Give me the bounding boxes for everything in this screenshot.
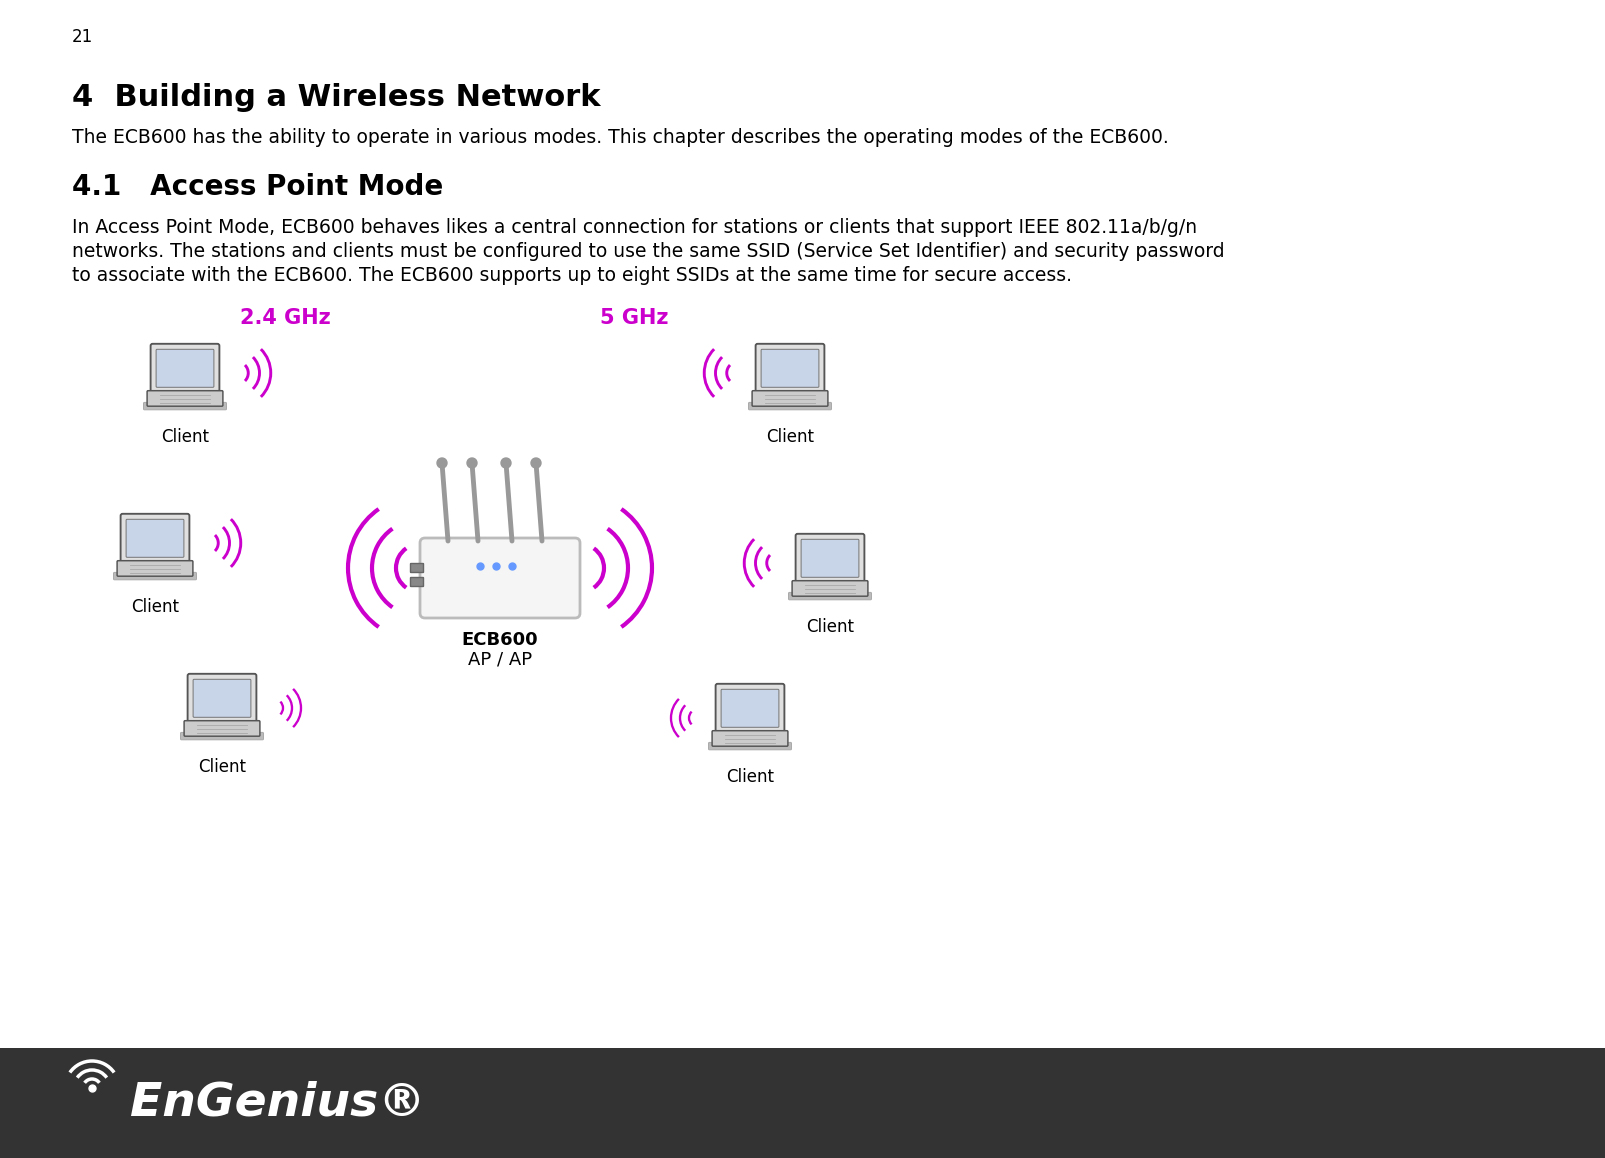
Text: 21: 21 bbox=[72, 28, 93, 46]
Text: 4  Building a Wireless Network: 4 Building a Wireless Network bbox=[72, 83, 600, 112]
FancyBboxPatch shape bbox=[708, 742, 791, 749]
Text: In Access Point Mode, ECB600 behaves likes a central connection for stations or : In Access Point Mode, ECB600 behaves lik… bbox=[72, 218, 1197, 237]
FancyBboxPatch shape bbox=[151, 344, 220, 393]
Text: to associate with the ECB600. The ECB600 supports up to eight SSIDs at the same : to associate with the ECB600. The ECB600… bbox=[72, 266, 1072, 285]
FancyBboxPatch shape bbox=[188, 674, 257, 723]
FancyBboxPatch shape bbox=[756, 344, 825, 393]
FancyBboxPatch shape bbox=[713, 731, 788, 746]
Text: Client: Client bbox=[725, 768, 774, 786]
FancyBboxPatch shape bbox=[796, 534, 865, 582]
Text: EnGenius®: EnGenius® bbox=[130, 1080, 425, 1126]
Text: Client: Client bbox=[766, 428, 814, 446]
FancyBboxPatch shape bbox=[180, 732, 263, 740]
FancyBboxPatch shape bbox=[748, 402, 831, 410]
FancyBboxPatch shape bbox=[127, 519, 185, 557]
Text: Client: Client bbox=[132, 598, 180, 616]
FancyBboxPatch shape bbox=[753, 390, 828, 406]
Circle shape bbox=[467, 459, 477, 468]
Text: networks. The stations and clients must be configured to use the same SSID (Serv: networks. The stations and clients must … bbox=[72, 242, 1225, 261]
Text: Client: Client bbox=[197, 758, 246, 776]
Text: 5 GHz: 5 GHz bbox=[600, 308, 669, 328]
FancyBboxPatch shape bbox=[193, 680, 250, 717]
FancyBboxPatch shape bbox=[411, 564, 424, 572]
Circle shape bbox=[531, 459, 541, 468]
Text: 2.4 GHz: 2.4 GHz bbox=[241, 308, 331, 328]
FancyBboxPatch shape bbox=[801, 540, 859, 578]
Circle shape bbox=[437, 459, 448, 468]
FancyBboxPatch shape bbox=[793, 580, 868, 596]
Text: ECB600: ECB600 bbox=[462, 631, 538, 648]
FancyBboxPatch shape bbox=[421, 538, 579, 618]
Circle shape bbox=[501, 459, 510, 468]
FancyBboxPatch shape bbox=[143, 402, 226, 410]
FancyBboxPatch shape bbox=[120, 514, 189, 563]
FancyBboxPatch shape bbox=[185, 720, 260, 736]
Text: 4.1   Access Point Mode: 4.1 Access Point Mode bbox=[72, 173, 443, 201]
FancyBboxPatch shape bbox=[761, 350, 819, 387]
FancyBboxPatch shape bbox=[114, 572, 196, 580]
FancyBboxPatch shape bbox=[716, 684, 785, 733]
FancyBboxPatch shape bbox=[788, 593, 872, 600]
FancyBboxPatch shape bbox=[117, 560, 193, 577]
FancyBboxPatch shape bbox=[411, 578, 424, 586]
Text: AP / AP: AP / AP bbox=[469, 651, 533, 669]
FancyBboxPatch shape bbox=[721, 689, 778, 727]
FancyBboxPatch shape bbox=[148, 390, 223, 406]
Text: Client: Client bbox=[806, 618, 854, 636]
Polygon shape bbox=[0, 1048, 1605, 1158]
Text: Client: Client bbox=[160, 428, 209, 446]
Text: The ECB600 has the ability to operate in various modes. This chapter describes t: The ECB600 has the ability to operate in… bbox=[72, 129, 1168, 147]
FancyBboxPatch shape bbox=[156, 350, 213, 387]
